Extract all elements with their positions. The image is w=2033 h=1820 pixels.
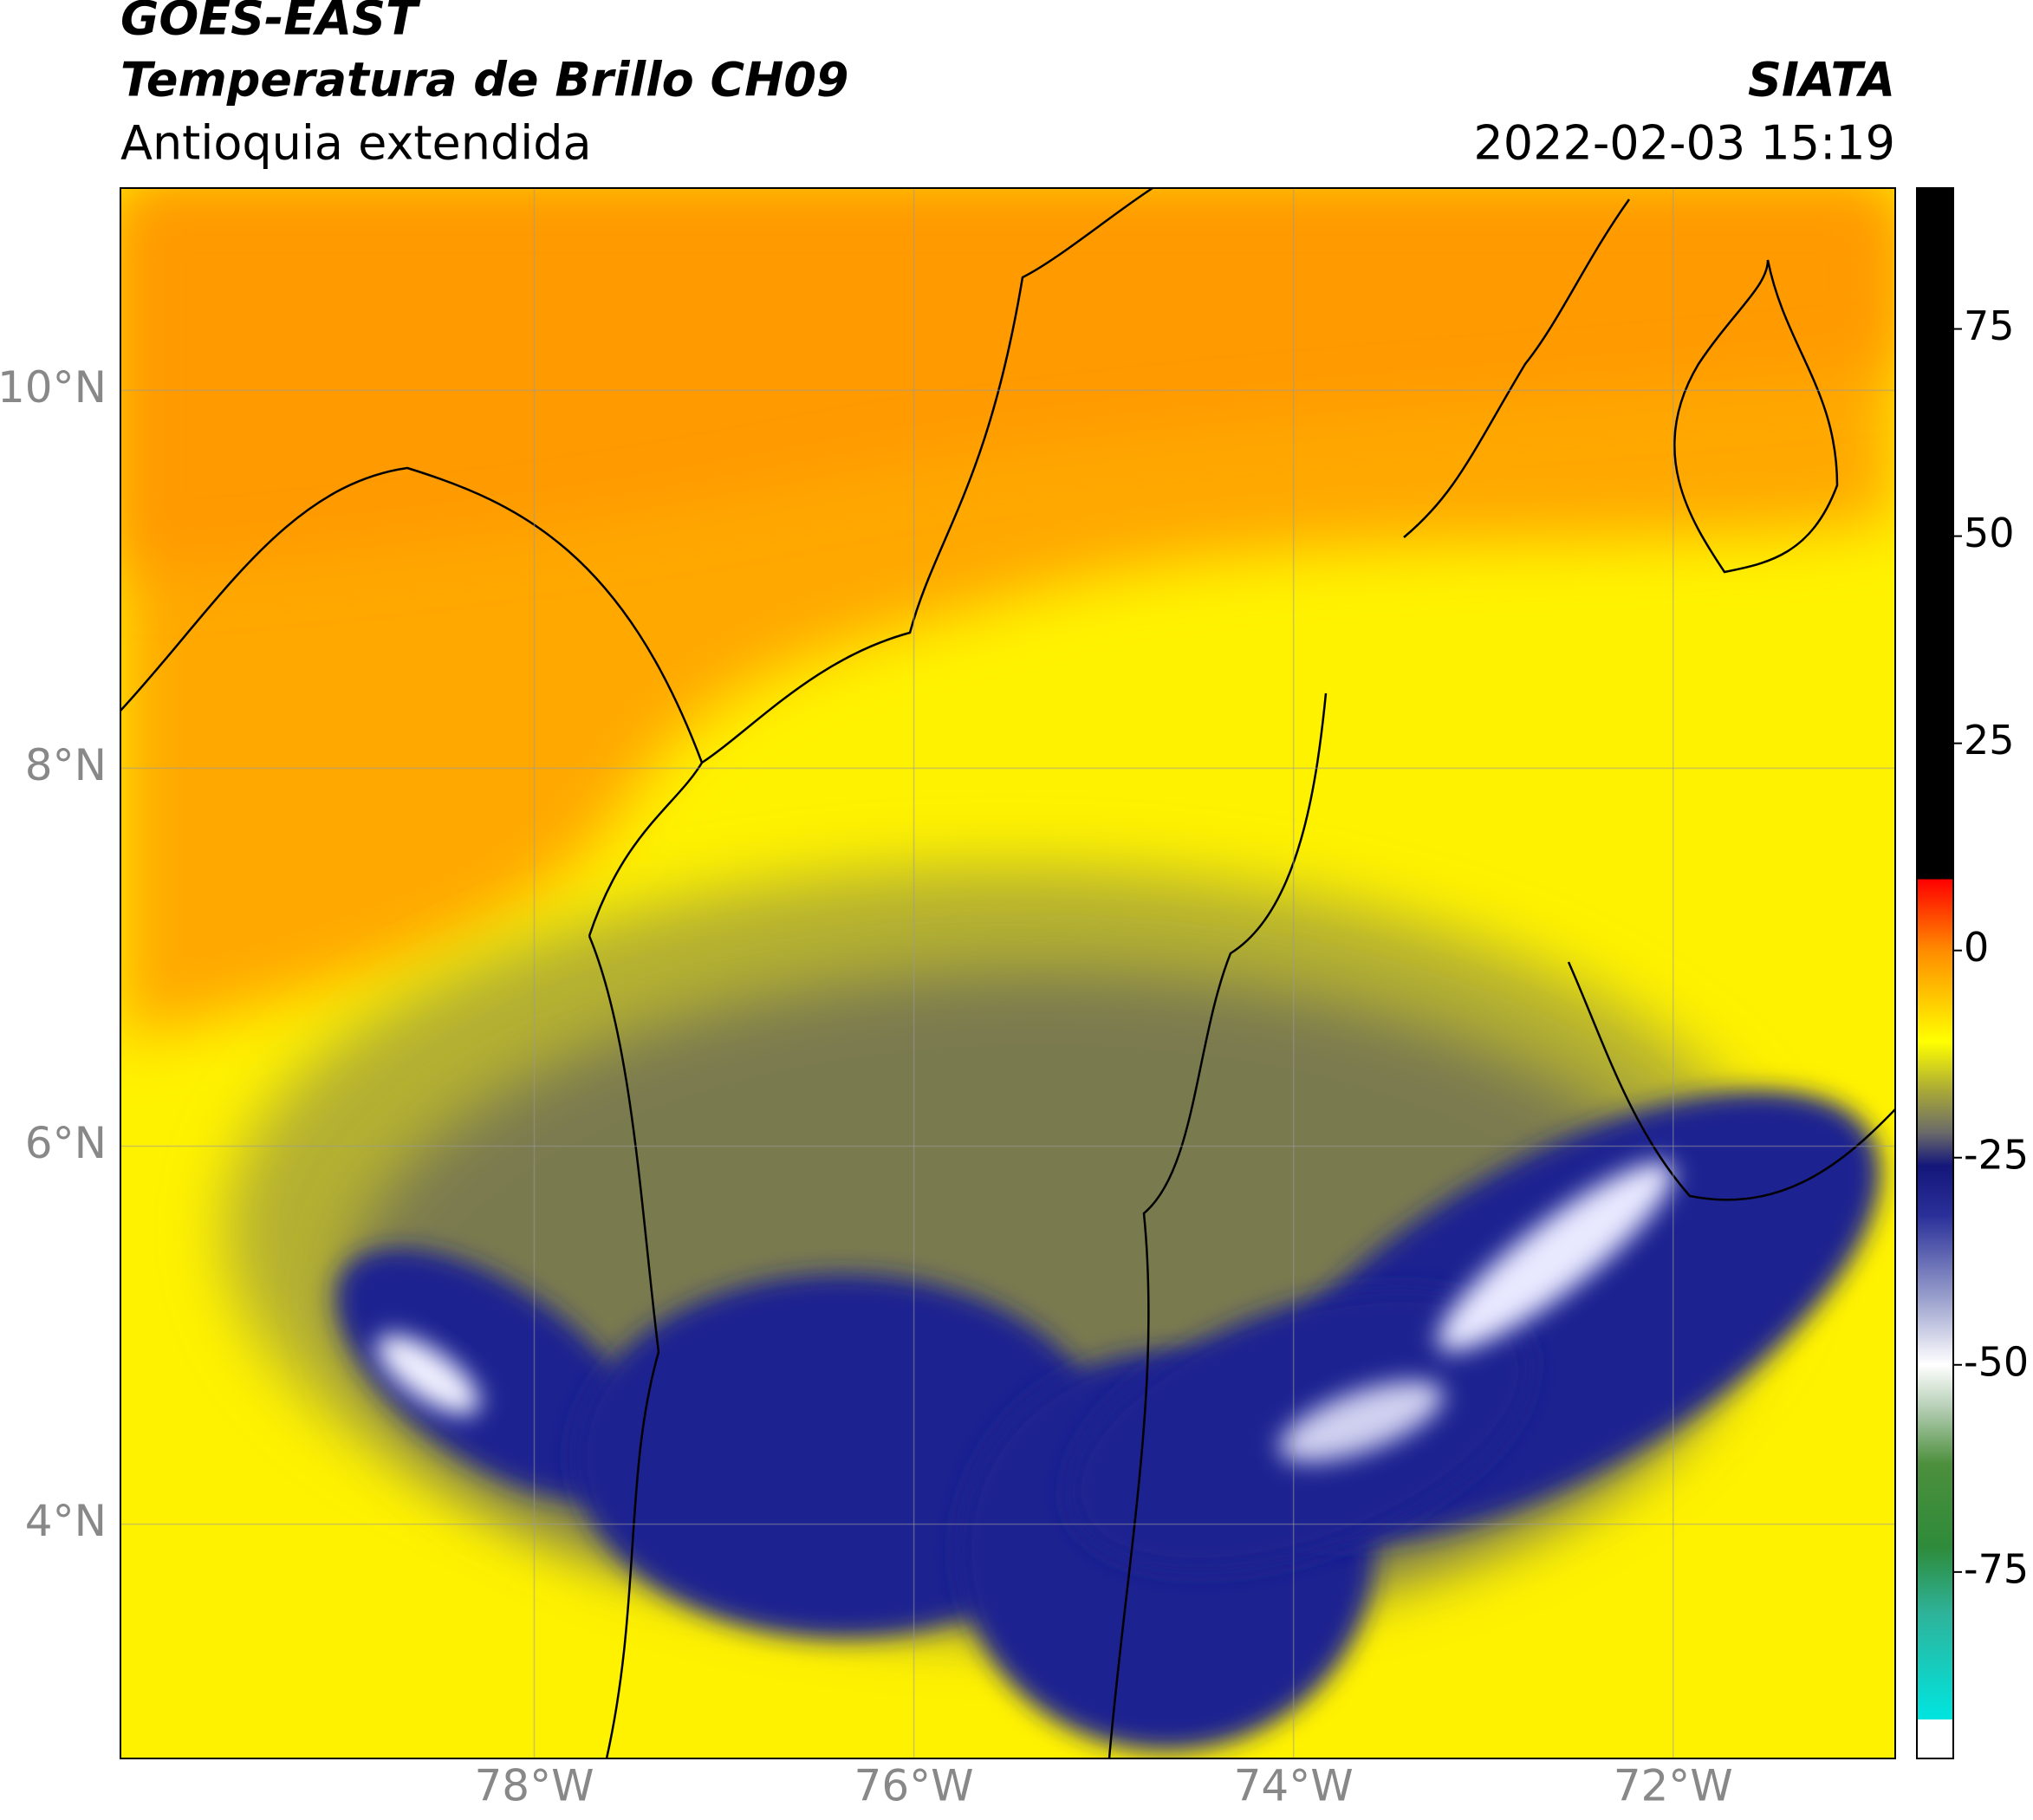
colorbar-tick-label: -50	[1964, 1338, 2029, 1385]
region: Antioquia extendida	[120, 116, 592, 171]
cloud-top	[1437, 1161, 1674, 1352]
y-tick-label: 8°N	[25, 740, 107, 790]
y-tick-label: 10°N	[0, 362, 107, 413]
y-tick-label: 6°N	[25, 1118, 107, 1168]
coastline	[1673, 259, 1839, 574]
colorbar-tick-label: 25	[1964, 717, 2015, 764]
border	[1567, 961, 1895, 1201]
source: SIATA	[1748, 53, 1895, 107]
x-tick-label: 74°W	[1234, 1761, 1354, 1811]
colorbar-tick-label: 0	[1964, 924, 1989, 971]
y-tick-label: 4°N	[25, 1496, 107, 1546]
colorbar-tick-label: 50	[1964, 510, 2015, 556]
datetime: 2022-02-03 15:19	[1473, 116, 1895, 171]
colorbar-tick-label: -25	[1964, 1131, 2029, 1178]
x-tick-label: 76°W	[854, 1761, 974, 1811]
colorbar	[1916, 187, 1954, 1759]
cloud-top	[376, 1334, 480, 1415]
map-frame	[120, 187, 1896, 1759]
border	[1107, 692, 1328, 1758]
coastline	[588, 935, 660, 1758]
coastline	[701, 188, 1153, 764]
map-imagery	[120, 188, 1895, 1758]
x-tick-label: 78°W	[474, 1761, 594, 1811]
colorbar-tick-label: 75	[1964, 302, 2015, 349]
coastline	[1403, 198, 1631, 538]
cloud	[335, 1248, 651, 1501]
title: GOES-EAST	[120, 0, 421, 46]
subtitle: Temperatura de Brillo CH09	[120, 53, 849, 107]
cloud-top	[1279, 1381, 1444, 1462]
x-tick-label: 72°W	[1614, 1761, 1733, 1811]
borders	[120, 188, 1895, 1758]
warm-region	[120, 188, 1895, 572]
colorbar-tick-label: -75	[1964, 1545, 2029, 1592]
grid	[120, 188, 1895, 1758]
coastline	[120, 466, 704, 937]
